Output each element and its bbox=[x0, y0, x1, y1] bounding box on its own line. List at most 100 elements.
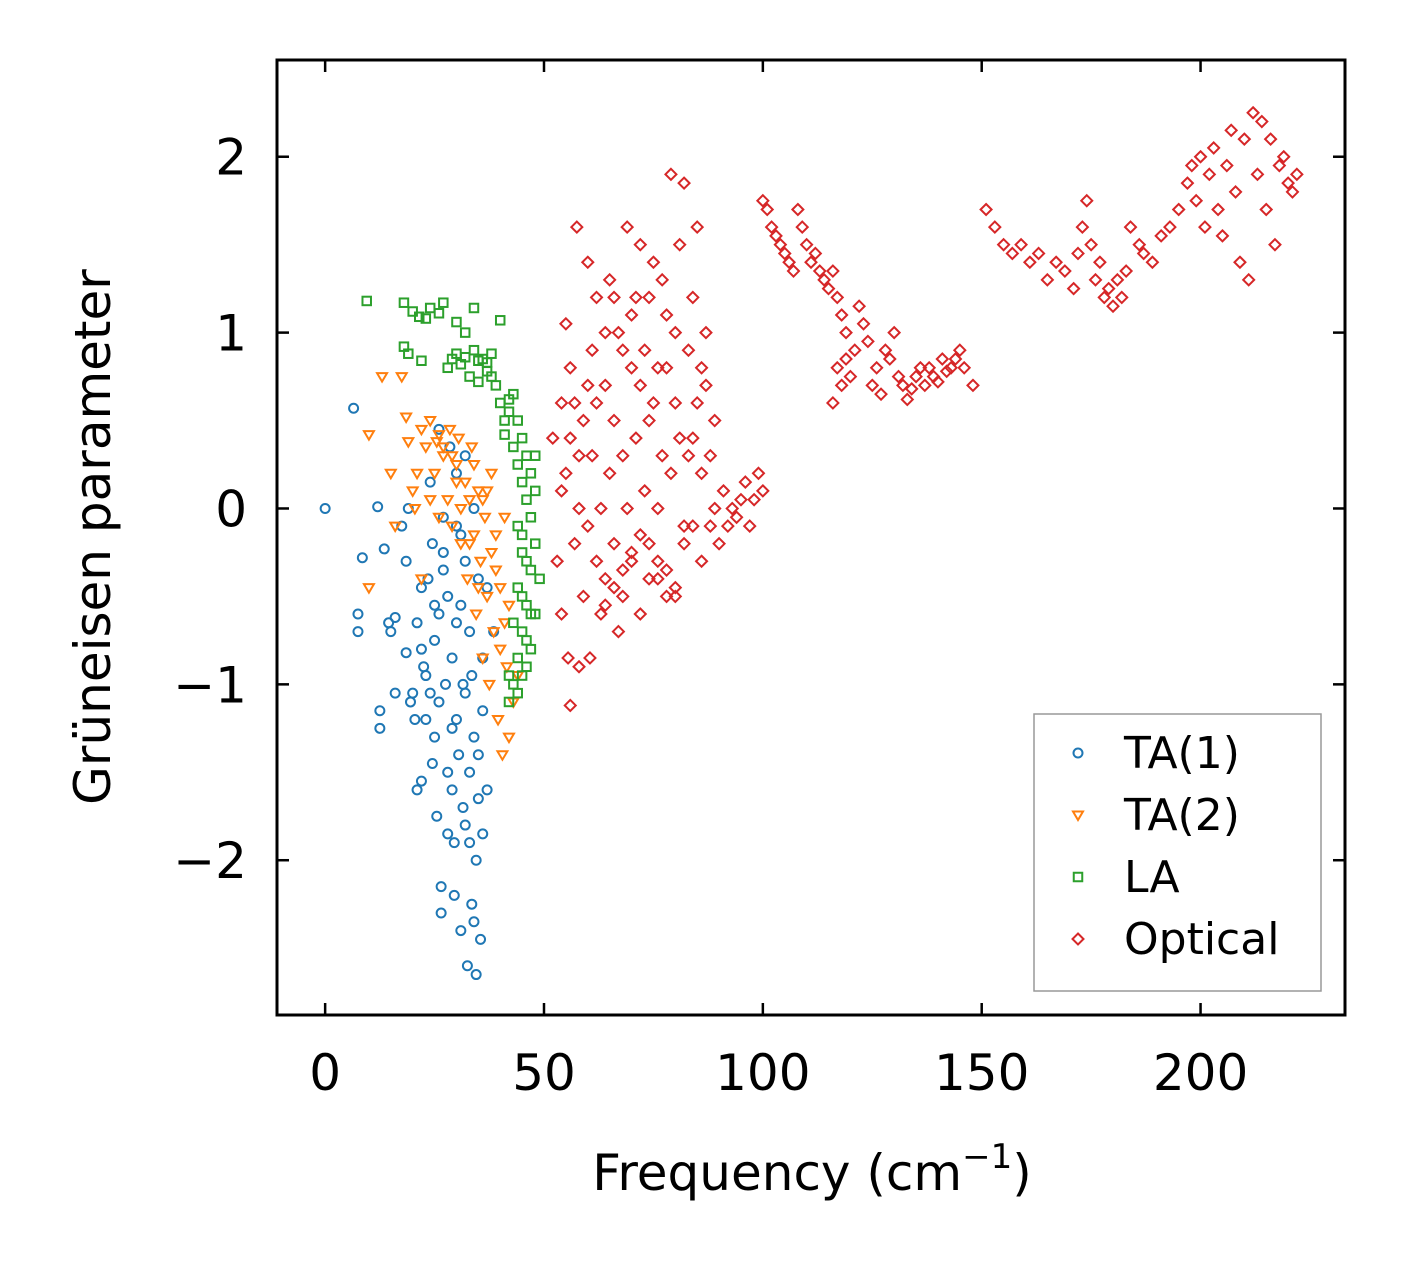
data-point bbox=[415, 643, 427, 655]
y-tick-label: 1 bbox=[215, 305, 247, 363]
data-point bbox=[944, 360, 958, 375]
data-point bbox=[896, 378, 910, 393]
data-point bbox=[374, 705, 386, 717]
data-point bbox=[572, 659, 586, 674]
legend-box bbox=[1033, 713, 1322, 992]
data-point bbox=[500, 662, 514, 674]
data-point bbox=[777, 246, 792, 261]
data-point bbox=[525, 643, 537, 655]
data-point bbox=[1106, 299, 1120, 314]
data-point bbox=[966, 378, 980, 393]
data-point bbox=[755, 483, 770, 498]
data-point bbox=[576, 589, 591, 604]
data-point bbox=[362, 583, 376, 595]
data-point bbox=[426, 757, 438, 769]
data-point bbox=[374, 722, 386, 734]
data-point bbox=[1092, 255, 1107, 270]
data-point bbox=[1202, 167, 1217, 182]
data-point bbox=[790, 202, 805, 217]
data-point bbox=[650, 571, 665, 586]
data-point bbox=[432, 512, 446, 525]
data-point bbox=[348, 402, 360, 414]
data-point bbox=[470, 969, 482, 981]
x-tick-label: 200 bbox=[1153, 1044, 1248, 1102]
data-point bbox=[729, 510, 744, 525]
x-axis-label: Frequency (cm−1) bbox=[592, 1137, 1032, 1202]
data-point bbox=[554, 607, 569, 621]
data-point bbox=[475, 653, 490, 665]
data-point bbox=[957, 360, 972, 375]
data-point bbox=[1285, 184, 1300, 199]
data-point bbox=[512, 520, 523, 532]
data-point bbox=[935, 352, 950, 366]
data-point bbox=[642, 536, 656, 551]
data-point bbox=[423, 416, 437, 428]
data-point bbox=[486, 627, 501, 639]
data-point bbox=[650, 501, 665, 516]
data-point bbox=[451, 433, 466, 446]
data-point bbox=[411, 617, 423, 629]
data-point bbox=[633, 527, 648, 542]
data-point bbox=[1228, 184, 1243, 199]
data-point bbox=[468, 916, 480, 928]
data-point bbox=[979, 202, 993, 217]
data-point bbox=[465, 442, 479, 454]
data-point bbox=[424, 302, 436, 314]
data-point bbox=[1066, 281, 1081, 296]
data-point bbox=[1079, 193, 1094, 208]
data-point bbox=[1014, 237, 1029, 252]
data-point bbox=[720, 519, 735, 533]
data-point bbox=[1263, 132, 1278, 147]
data-point bbox=[1211, 202, 1225, 217]
data-point bbox=[484, 468, 499, 481]
data-point bbox=[1180, 176, 1195, 191]
data-point bbox=[1215, 228, 1230, 243]
data-point bbox=[521, 635, 532, 646]
data-point bbox=[1154, 228, 1169, 243]
data-point bbox=[607, 580, 621, 595]
data-point bbox=[913, 360, 928, 375]
data-point bbox=[825, 396, 840, 410]
data-point bbox=[655, 272, 670, 287]
data-point bbox=[429, 634, 441, 646]
data-point bbox=[420, 313, 432, 324]
data-point bbox=[1075, 220, 1090, 234]
data-point bbox=[563, 431, 578, 446]
data-point bbox=[1097, 290, 1112, 305]
data-point bbox=[821, 281, 836, 296]
data-point bbox=[459, 819, 471, 831]
data-point bbox=[554, 483, 569, 498]
data-point bbox=[1219, 158, 1234, 173]
data-point bbox=[659, 589, 674, 604]
data-point bbox=[407, 306, 418, 317]
data-point bbox=[475, 495, 490, 507]
legend-item: Optical bbox=[1071, 914, 1279, 965]
data-point bbox=[433, 608, 445, 620]
data-point bbox=[672, 237, 687, 252]
data-point bbox=[473, 376, 484, 388]
data-point bbox=[433, 308, 445, 319]
data-point bbox=[499, 429, 510, 440]
data-point bbox=[440, 495, 455, 507]
data-point bbox=[598, 325, 613, 340]
data-point bbox=[817, 272, 832, 287]
data-point bbox=[429, 599, 441, 611]
data-point bbox=[375, 372, 389, 384]
data-point bbox=[494, 315, 506, 326]
legend-item: TA(1) bbox=[1072, 728, 1240, 779]
data-point bbox=[454, 503, 468, 516]
data-point bbox=[598, 598, 613, 613]
data-point bbox=[508, 441, 519, 453]
data-point bbox=[1268, 237, 1282, 252]
data-point bbox=[398, 297, 410, 308]
data-point bbox=[491, 715, 505, 727]
data-point bbox=[420, 714, 432, 726]
data-point bbox=[433, 696, 445, 708]
data-point bbox=[572, 501, 586, 516]
data-point bbox=[1163, 220, 1177, 234]
data-point bbox=[378, 543, 390, 555]
data-point bbox=[677, 176, 691, 191]
data-point bbox=[385, 626, 397, 638]
data-point bbox=[948, 352, 963, 366]
data-point bbox=[659, 360, 674, 375]
